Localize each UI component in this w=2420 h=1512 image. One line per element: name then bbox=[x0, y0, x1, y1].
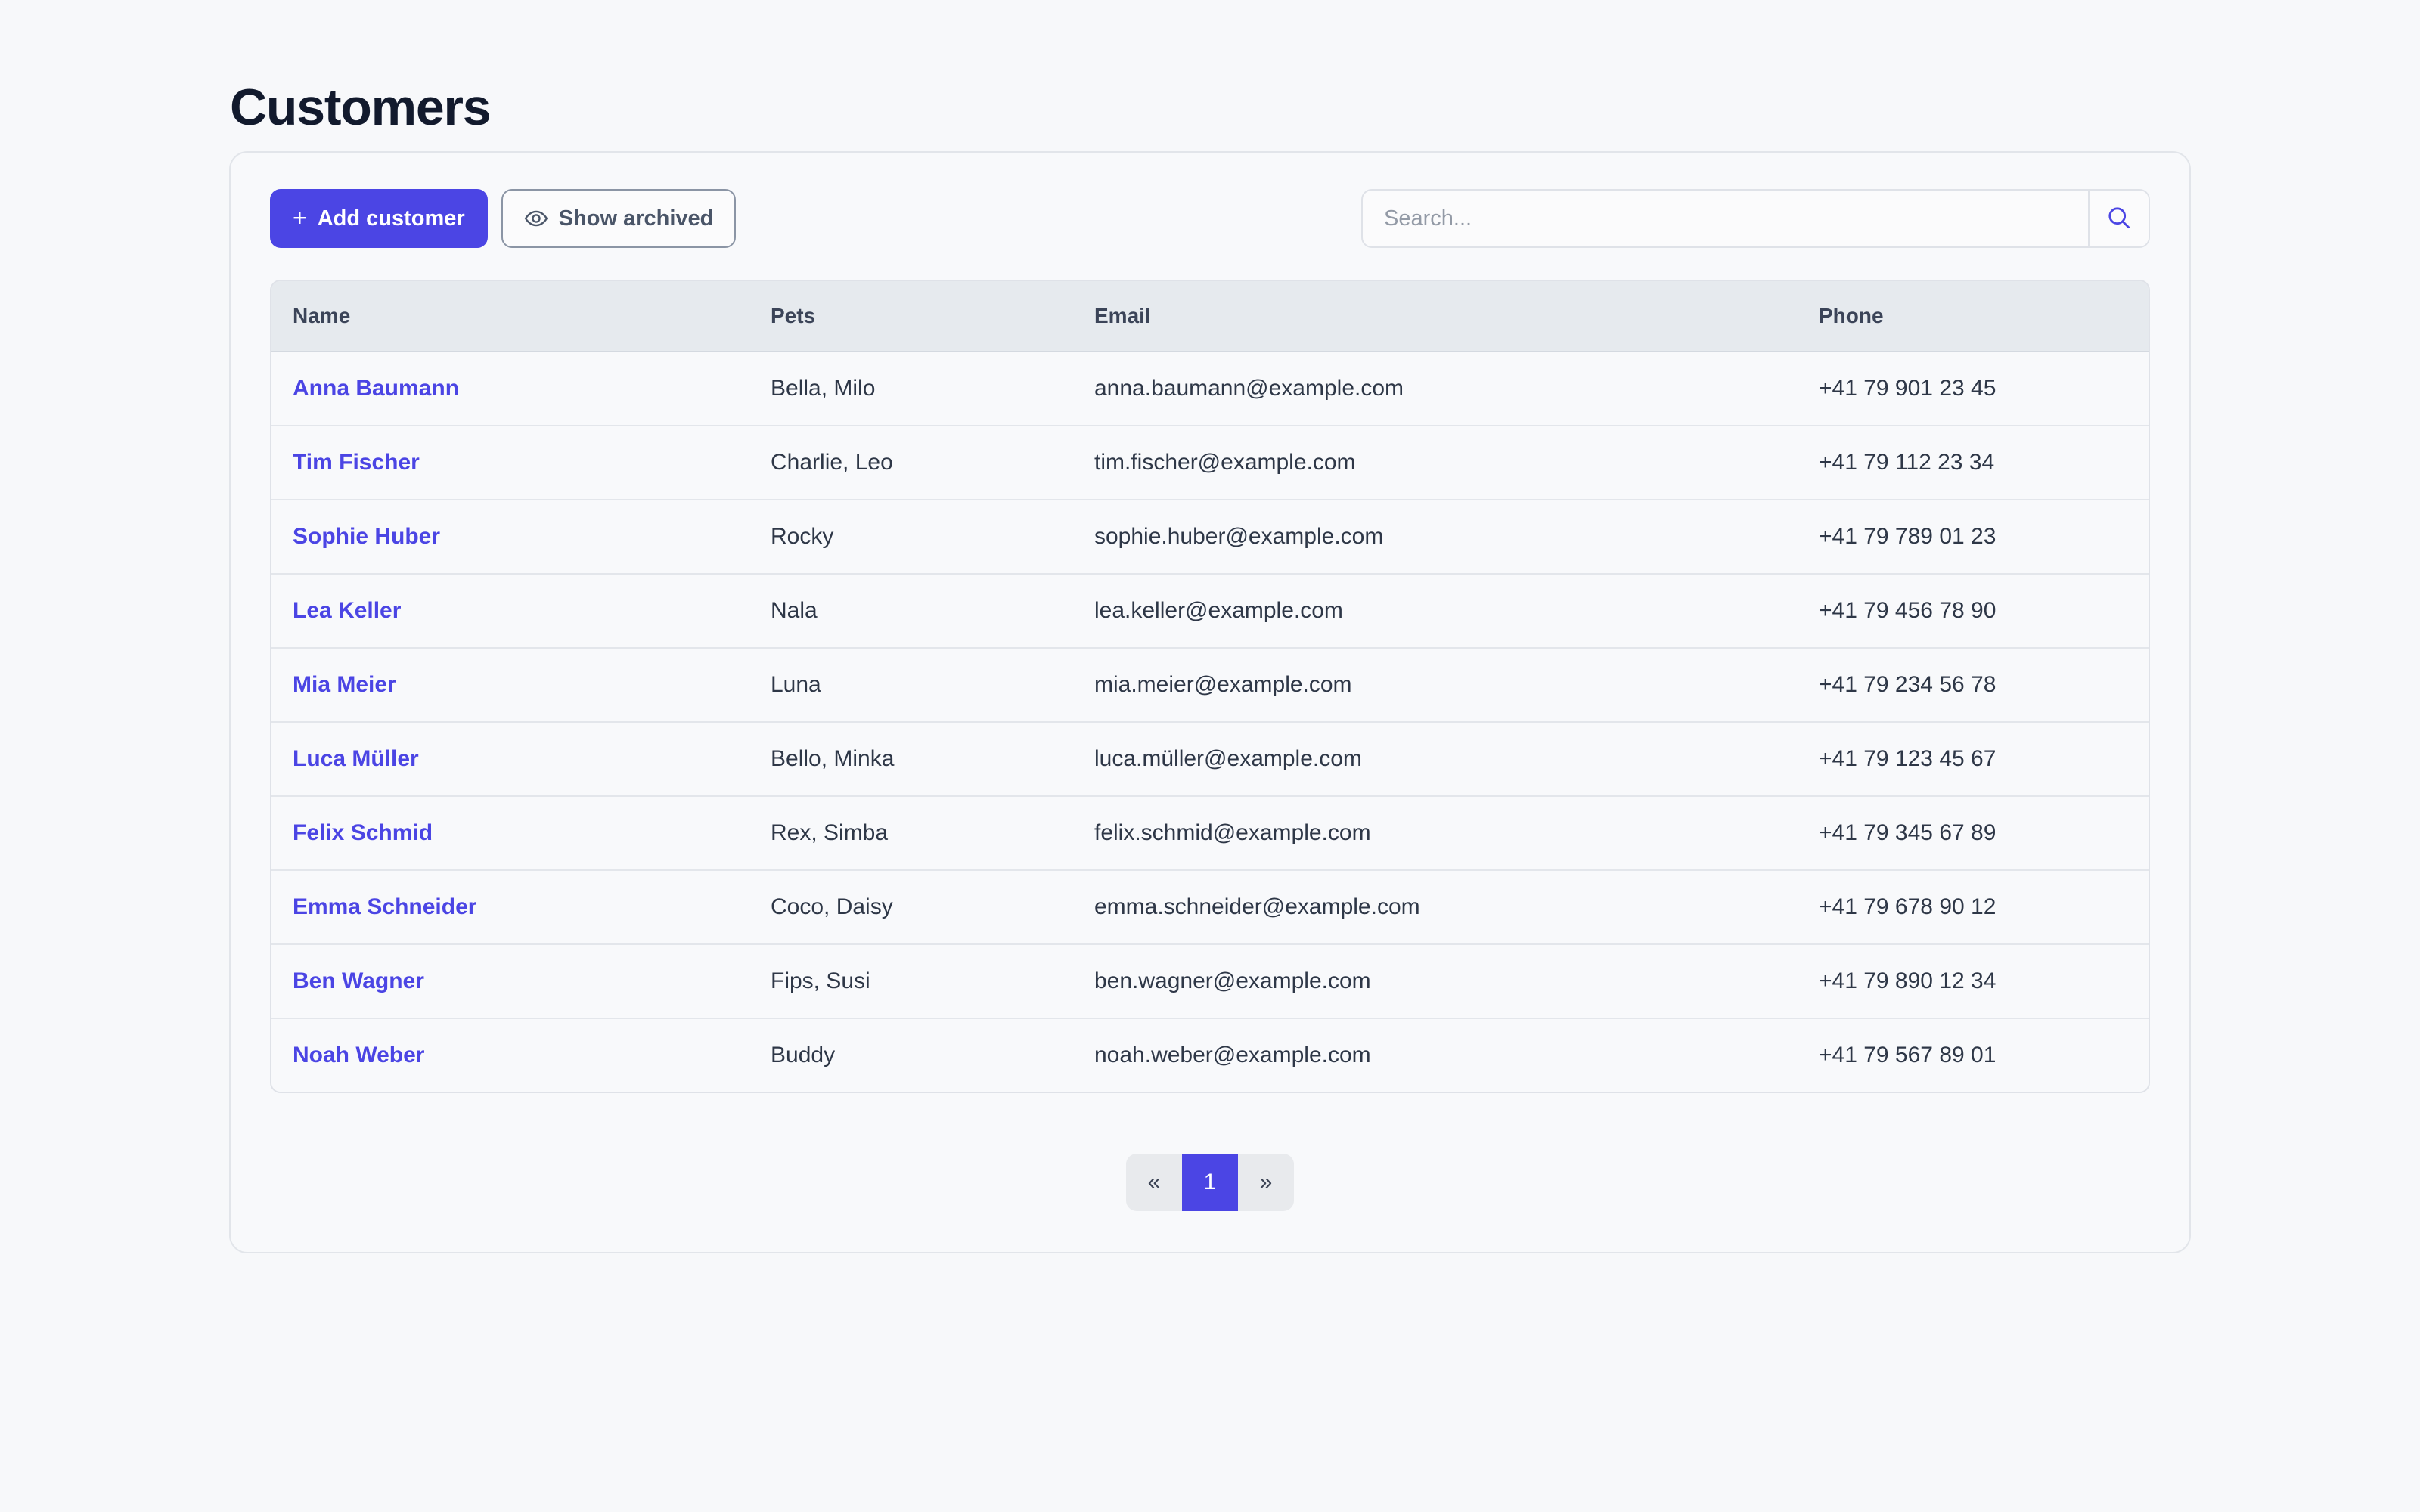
table-row: Emma Schneider Coco, Daisy emma.schneide… bbox=[271, 870, 2149, 945]
customer-name-link[interactable]: Tim Fischer bbox=[293, 450, 420, 475]
table-row: Luca Müller Bello, Minka luca.müller@exa… bbox=[271, 722, 2149, 797]
toolbar-left-group: + Add customer Show archived bbox=[270, 189, 737, 248]
pagination-next-button[interactable]: » bbox=[1238, 1154, 1294, 1211]
show-archived-label: Show archived bbox=[558, 206, 714, 231]
customer-email: anna.baumann@example.com bbox=[1073, 352, 1798, 426]
customer-phone: +41 79 678 90 12 bbox=[1798, 870, 2149, 945]
table-row: Tim Fischer Charlie, Leo tim.fischer@exa… bbox=[271, 426, 2149, 500]
customer-pets: Bella, Milo bbox=[749, 352, 1073, 426]
customer-name-link[interactable]: Luca Müller bbox=[293, 746, 419, 771]
customer-phone: +41 79 789 01 23 bbox=[1798, 500, 2149, 575]
customer-phone: +41 79 890 12 34 bbox=[1798, 944, 2149, 1019]
customer-pets: Charlie, Leo bbox=[749, 426, 1073, 500]
customer-email: felix.schmid@example.com bbox=[1073, 796, 1798, 871]
table-row: Felix Schmid Rex, Simba felix.schmid@exa… bbox=[271, 796, 2149, 871]
customers-table-container: Name Pets Email Phone Anna Baumann Bella… bbox=[270, 280, 2150, 1093]
customer-email: noah.weber@example.com bbox=[1073, 1018, 1798, 1092]
customer-email: emma.schneider@example.com bbox=[1073, 870, 1798, 945]
table-row: Mia Meier Luna mia.meier@example.com +41… bbox=[271, 648, 2149, 723]
pagination-prev-button[interactable]: « bbox=[1126, 1154, 1182, 1211]
customer-name-link[interactable]: Anna Baumann bbox=[293, 376, 460, 401]
column-header-phone[interactable]: Phone bbox=[1798, 281, 2149, 352]
customer-name-link[interactable]: Sophie Huber bbox=[293, 524, 441, 549]
pagination-group: « 1 » bbox=[1126, 1154, 1294, 1211]
customer-phone: +41 79 567 89 01 bbox=[1798, 1018, 2149, 1092]
customer-email: lea.keller@example.com bbox=[1073, 574, 1798, 649]
column-header-name[interactable]: Name bbox=[271, 281, 749, 352]
customers-table: Name Pets Email Phone Anna Baumann Bella… bbox=[271, 281, 2149, 1092]
customers-card: + Add customer Show archived bbox=[229, 151, 2191, 1253]
customer-email: ben.wagner@example.com bbox=[1073, 944, 1798, 1019]
customer-pets: Luna bbox=[749, 648, 1073, 723]
search-bar bbox=[1361, 189, 2150, 248]
table-row: Noah Weber Buddy noah.weber@example.com … bbox=[271, 1018, 2149, 1092]
customer-name-link[interactable]: Mia Meier bbox=[293, 672, 396, 697]
pagination-page-1[interactable]: 1 bbox=[1182, 1154, 1238, 1211]
customer-phone: +41 79 112 23 34 bbox=[1798, 426, 2149, 500]
toolbar: + Add customer Show archived bbox=[270, 189, 2150, 248]
customer-pets: Nala bbox=[749, 574, 1073, 649]
customer-email: luca.müller@example.com bbox=[1073, 722, 1798, 797]
table-row: Sophie Huber Rocky sophie.huber@example.… bbox=[271, 500, 2149, 575]
customer-name-link[interactable]: Noah Weber bbox=[293, 1043, 425, 1067]
customer-pets: Fips, Susi bbox=[749, 944, 1073, 1019]
add-customer-button[interactable]: + Add customer bbox=[270, 189, 488, 248]
customer-name-link[interactable]: Lea Keller bbox=[293, 598, 402, 623]
show-archived-button[interactable]: Show archived bbox=[501, 189, 737, 248]
customer-name-link[interactable]: Felix Schmid bbox=[293, 820, 433, 845]
table-body: Anna Baumann Bella, Milo anna.baumann@ex… bbox=[271, 352, 2149, 1092]
customer-pets: Rex, Simba bbox=[749, 796, 1073, 871]
customer-name-link[interactable]: Ben Wagner bbox=[293, 968, 424, 993]
add-customer-label: Add customer bbox=[317, 206, 465, 231]
customer-name-link[interactable]: Emma Schneider bbox=[293, 894, 477, 919]
pagination: « 1 » bbox=[231, 1154, 2189, 1211]
table-row: Anna Baumann Bella, Milo anna.baumann@ex… bbox=[271, 352, 2149, 426]
plus-icon: + bbox=[293, 204, 307, 231]
customer-pets: Coco, Daisy bbox=[749, 870, 1073, 945]
search-icon bbox=[2105, 204, 2133, 234]
table-row: Ben Wagner Fips, Susi ben.wagner@example… bbox=[271, 944, 2149, 1019]
customer-pets: Bello, Minka bbox=[749, 722, 1073, 797]
search-input[interactable] bbox=[1363, 191, 2088, 246]
customer-phone: +41 79 234 56 78 bbox=[1798, 648, 2149, 723]
customer-pets: Rocky bbox=[749, 500, 1073, 575]
table-header-row: Name Pets Email Phone bbox=[271, 281, 2149, 352]
column-header-pets[interactable]: Pets bbox=[749, 281, 1073, 352]
customer-email: sophie.huber@example.com bbox=[1073, 500, 1798, 575]
table-head: Name Pets Email Phone bbox=[271, 281, 2149, 352]
page-title: Customers bbox=[230, 78, 492, 136]
search-button[interactable] bbox=[2088, 191, 2149, 246]
eye-icon bbox=[524, 206, 548, 231]
customer-pets: Buddy bbox=[749, 1018, 1073, 1092]
customer-email: mia.meier@example.com bbox=[1073, 648, 1798, 723]
table-row: Lea Keller Nala lea.keller@example.com +… bbox=[271, 574, 2149, 649]
customer-phone: +41 79 345 67 89 bbox=[1798, 796, 2149, 871]
customer-phone: +41 79 901 23 45 bbox=[1798, 352, 2149, 426]
customer-phone: +41 79 123 45 67 bbox=[1798, 722, 2149, 797]
column-header-email[interactable]: Email bbox=[1073, 281, 1798, 352]
customer-email: tim.fischer@example.com bbox=[1073, 426, 1798, 500]
customer-phone: +41 79 456 78 90 bbox=[1798, 574, 2149, 649]
